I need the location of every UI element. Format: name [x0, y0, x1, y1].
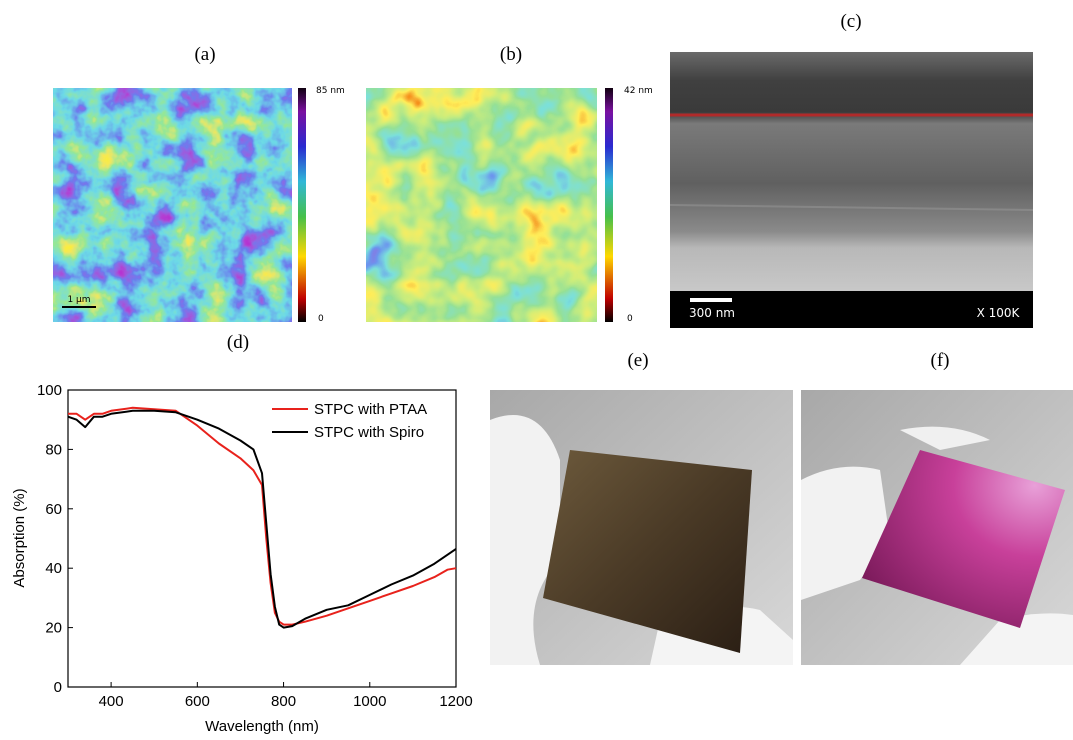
- colorbar-max: 42 nm: [624, 86, 653, 96]
- photo: [490, 390, 793, 665]
- colorbar: [298, 88, 306, 322]
- x-tick-label: 600: [185, 693, 210, 710]
- legend-label: STPC with Spiro: [314, 424, 424, 441]
- scale-bar-label: 1 µm: [67, 295, 90, 305]
- series-line: [68, 406, 457, 626]
- photo: [801, 390, 1073, 665]
- panel-label: (f): [931, 350, 950, 371]
- y-axis-title: Absorption (%): [11, 488, 28, 587]
- magnification: X 100K: [977, 306, 1021, 320]
- panel-label: (c): [840, 11, 861, 32]
- chart: Wavelength (nm) Absorption (%) 0 20 40 60 80…: [11, 382, 473, 735]
- legend-label: STPC with PTAA: [314, 401, 427, 418]
- x-tick-label: 400: [99, 693, 124, 710]
- series-line: [67, 409, 457, 629]
- sem-layer: [669, 204, 1034, 211]
- x-tick-label: 800: [271, 693, 296, 710]
- x-axis-title: Wavelength (nm): [205, 718, 319, 735]
- sem-image: [670, 52, 1033, 291]
- panel-label: (b): [500, 44, 522, 65]
- afm-image: [53, 88, 292, 322]
- y-tick-label: 0: [54, 679, 62, 696]
- afm-image: [366, 88, 597, 322]
- panel-label: (e): [627, 350, 648, 371]
- y-tick-label: 40: [45, 560, 62, 577]
- colorbar-min: 0: [318, 314, 324, 324]
- x-tick-label: 1200: [439, 693, 472, 710]
- y-tick-label: 100: [37, 382, 62, 399]
- plot-frame: [67, 389, 457, 688]
- colorbar-max: 85 nm: [316, 86, 345, 96]
- y-tick-label: 20: [45, 620, 62, 637]
- x-tick-label: 1000: [353, 693, 386, 710]
- scale-bar-label: 300 nm: [689, 306, 735, 320]
- sem-footer: [670, 291, 1033, 328]
- colorbar: [605, 88, 613, 322]
- panel-label: (a): [194, 44, 215, 65]
- y-tick-label: 80: [45, 441, 62, 458]
- scale-bar: [690, 298, 732, 302]
- colorbar-min: 0: [627, 314, 633, 324]
- y-tick-label: 60: [45, 501, 62, 518]
- panel-label: (d): [227, 332, 249, 353]
